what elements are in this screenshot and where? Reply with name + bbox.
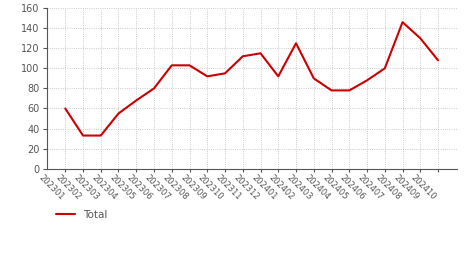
Total: [400, 21, 405, 24]
Total: [116, 112, 121, 115]
Total: [275, 75, 281, 78]
Total: [435, 59, 441, 62]
Legend: Total: Total: [52, 206, 111, 224]
Total: [258, 52, 263, 55]
Total: [187, 64, 192, 67]
Total: [98, 134, 103, 137]
Total: [62, 107, 68, 110]
Total: [418, 37, 423, 40]
Total: [311, 77, 316, 80]
Line: Total: Total: [65, 22, 438, 135]
Total: [382, 67, 388, 70]
Total: [293, 42, 299, 45]
Total: [329, 89, 334, 92]
Total: [347, 89, 352, 92]
Total: [364, 79, 370, 82]
Total: [80, 134, 86, 137]
Total: [205, 75, 210, 78]
Total: [222, 72, 228, 75]
Total: [151, 87, 157, 90]
Total: [240, 55, 246, 58]
Total: [169, 64, 175, 67]
Total: [133, 99, 139, 102]
